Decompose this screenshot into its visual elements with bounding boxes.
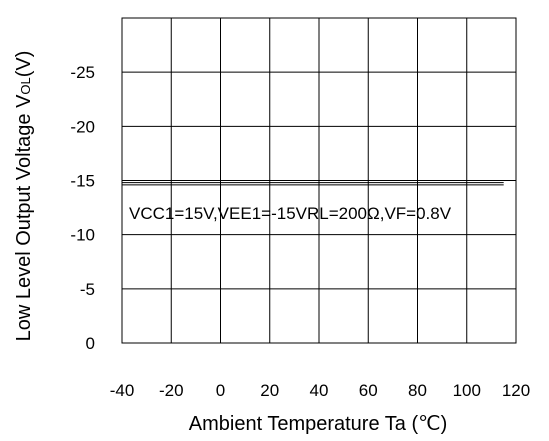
y-tick-label: -10	[70, 226, 95, 245]
y-tick-label: -15	[70, 172, 95, 191]
y-tick-label: -5	[80, 280, 95, 299]
y-tick-label: -25	[70, 63, 95, 82]
y-axis-title: Low Level Output Voltage VOL(V)	[13, 51, 35, 342]
y-tick-label: 0	[86, 334, 95, 353]
plot-border	[121, 17, 517, 344]
x-tick-label: 120	[502, 381, 530, 400]
series-group	[122, 182, 504, 186]
annotation: VCC1=15V,VEE1=-15VRL=200Ω,VF=0.8V	[129, 204, 452, 223]
x-tick-label: 60	[359, 381, 378, 400]
y-axis-title-sub: OL	[18, 77, 33, 94]
x-tick-label: 40	[310, 381, 329, 400]
y-axis-title-main: Low Level Output Voltage V	[13, 94, 35, 341]
x-tick-label: -40	[110, 381, 135, 400]
x-axis-title: Ambient Temperature Ta (℃)	[189, 413, 448, 435]
x-tick-labels: -40 -20 0 20 40 60 80 100 120	[110, 381, 530, 400]
x-tick-label: 100	[453, 381, 481, 400]
y-tick-labels: 0 -5 -10 -15 -20 -25	[70, 63, 95, 353]
x-tick-label: 0	[216, 381, 225, 400]
y-axis-title-unit: (V)	[13, 51, 35, 78]
grid	[122, 18, 516, 343]
y-tick-label: -20	[70, 117, 95, 136]
x-tick-label: 20	[260, 381, 279, 400]
x-tick-label: 80	[408, 381, 427, 400]
x-tick-label: -20	[159, 381, 184, 400]
